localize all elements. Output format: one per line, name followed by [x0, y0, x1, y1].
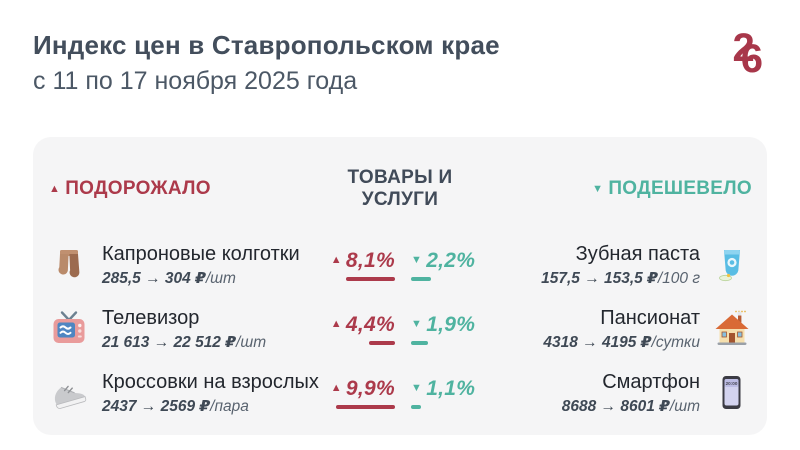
row2-down-texts: Пансионат 4318 → 4195 ₽/сутки: [543, 307, 700, 352]
price-change: 285,5 → 304 ₽: [102, 269, 206, 287]
down-percent-bar: [411, 277, 431, 281]
header-center-label: ТОВАРЫ И УСЛУГИ: [347, 167, 453, 210]
percent-value: 1,1%: [426, 377, 476, 400]
item-prices: 4318 → 4195 ₽/сутки: [543, 333, 700, 352]
tights-icon: [49, 245, 89, 285]
smartphone-icon: 20:00: [712, 373, 752, 413]
price-unit: /шт: [236, 333, 267, 351]
price-row-1: Капроновые колготки 285,5 → 304 ₽/шт ▲ 8,…: [49, 233, 752, 297]
percent-value: 8,1%: [345, 249, 395, 272]
logo-digit-2: 2: [732, 26, 755, 70]
row3-up-item: Кроссовки на взрослых 2437 → 2569 ₽/пара: [49, 371, 319, 416]
item-name: Смартфон: [602, 370, 700, 393]
row2-up-percent: ▲ 4,4%: [319, 313, 395, 345]
down-triangle-icon: ▼: [411, 254, 423, 266]
down-triangle-icon: ▼: [592, 183, 604, 195]
row3-up-percent: ▲ 9,9%: [319, 377, 395, 409]
up-triangle-icon: ▲: [330, 254, 342, 266]
item-name: Телевизор: [102, 306, 200, 329]
up-percent-bar: [369, 341, 395, 345]
item-prices: 2437 → 2569 ₽/пара: [102, 397, 319, 416]
page-title: Индекс цен в Ставропольском крае: [33, 30, 500, 60]
row3-down-percent: ▼ 1,1%: [411, 377, 481, 409]
header-up-label: ПОДОРОЖАЛО: [65, 178, 211, 199]
price-change: 157,5 → 153,5 ₽: [541, 269, 658, 287]
row1-down-item: Зубная паста 157,5 → 153,5 ₽/100 г: [486, 243, 752, 288]
price-change: 2437 → 2569 ₽: [102, 397, 211, 415]
header: Индекс цен в Ставропольском крае с 11 по…: [33, 28, 767, 96]
percent-value: 4,4%: [345, 313, 395, 336]
price-change: 21 613 → 22 512 ₽: [102, 333, 237, 351]
row2-up-texts: Телевизор 21 613 → 22 512 ₽/шт: [102, 307, 266, 352]
row2-down-percent: ▼ 1,9%: [411, 313, 481, 345]
percent-value: 2,2%: [426, 249, 476, 272]
row3-down-texts: Смартфон 8688 → 8601 ₽/шт: [562, 371, 700, 416]
price-change: 4318 → 4195 ₽: [543, 333, 652, 351]
row1-up-texts: Капроновые колготки 285,5 → 304 ₽/шт: [102, 243, 300, 288]
up-triangle-icon: ▲: [330, 382, 342, 394]
price-change: 8688 → 8601 ₽: [561, 397, 670, 415]
down-triangle-icon: ▼: [411, 318, 423, 330]
row2-percents: ▲ 4,4% ▼ 1,9%: [314, 313, 486, 345]
header-down-label: ПОДЕШЕВЕЛО: [608, 178, 752, 199]
item-prices: 21 613 → 22 512 ₽/шт: [102, 333, 266, 352]
up-percent-bar: [346, 277, 395, 281]
house-icon: [712, 309, 752, 349]
row1-percents: ▲ 8,1% ▼ 2,2%: [314, 249, 486, 281]
down-percent-bar: [411, 405, 421, 409]
header-up: ▲ ПОДОРОЖАЛО: [49, 178, 314, 200]
price-index-card: ▲ ПОДОРОЖАЛО ТОВАРЫ И УСЛУГИ ▼ ПОДЕШЕВЕЛО …: [33, 137, 767, 435]
item-name: Кроссовки на взрослых: [102, 370, 319, 393]
down-triangle-icon: ▼: [411, 382, 423, 394]
row1-down-percent: ▼ 2,2%: [411, 249, 481, 281]
smartphone-screen-time: 20:00: [726, 381, 738, 386]
header-down: ▼ ПОДЕШЕВЕЛО: [486, 178, 752, 200]
up-triangle-icon: ▲: [49, 183, 61, 195]
down-percent-bar: [411, 341, 428, 345]
header-titles: Индекс цен в Ставропольском крае с 11 по…: [33, 30, 500, 96]
page-subtitle: с 11 по 17 ноября 2025 года: [33, 67, 358, 95]
column-headers: ▲ ПОДОРОЖАЛО ТОВАРЫ И УСЛУГИ ▼ ПОДЕШЕВЕЛО: [49, 167, 752, 211]
tv-icon: [49, 309, 89, 349]
item-prices: 157,5 → 153,5 ₽/100 г: [541, 269, 700, 288]
price-row-2: Телевизор 21 613 → 22 512 ₽/шт ▲ 4,4% ▼ 1,…: [49, 297, 752, 361]
item-name: Капроновые колготки: [102, 242, 300, 265]
row2-up-item: Телевизор 21 613 → 22 512 ₽/шт: [49, 307, 314, 352]
row1-up-percent: ▲ 8,1%: [319, 249, 395, 281]
percent-value: 1,9%: [426, 313, 476, 336]
item-name: Зубная паста: [575, 242, 700, 265]
price-unit: /100 г: [657, 269, 700, 287]
row3-up-texts: Кроссовки на взрослых 2437 → 2569 ₽/пара: [102, 371, 319, 416]
price-row-3: Кроссовки на взрослых 2437 → 2569 ₽/пара…: [49, 361, 752, 425]
row2-down-item: Пансионат 4318 → 4195 ₽/сутки: [486, 307, 752, 352]
toothpaste-icon: [712, 245, 752, 285]
item-prices: 8688 → 8601 ₽/шт: [562, 397, 700, 416]
row3-down-item: Смартфон 8688 → 8601 ₽/шт 20:00: [486, 371, 752, 416]
row1-up-item: Капроновые колготки 285,5 → 304 ₽/шт: [49, 243, 314, 288]
percent-value: 9,9%: [345, 377, 395, 400]
row3-percents: ▲ 9,9% ▼ 1,1%: [314, 377, 486, 409]
channel-26-logo: 26: [733, 28, 764, 79]
sneaker-icon: [49, 373, 89, 413]
price-unit: /шт: [205, 269, 236, 287]
up-percent-bar: [336, 405, 395, 409]
up-triangle-icon: ▲: [330, 318, 342, 330]
price-unit: /сутки: [651, 333, 700, 351]
price-unit: /шт: [669, 397, 700, 415]
item-prices: 285,5 → 304 ₽/шт: [102, 269, 300, 288]
item-name: Пансионат: [600, 306, 700, 329]
price-unit: /пара: [210, 397, 249, 415]
logo-digit-6: 6: [740, 37, 763, 81]
row1-down-texts: Зубная паста 157,5 → 153,5 ₽/100 г: [541, 243, 700, 288]
